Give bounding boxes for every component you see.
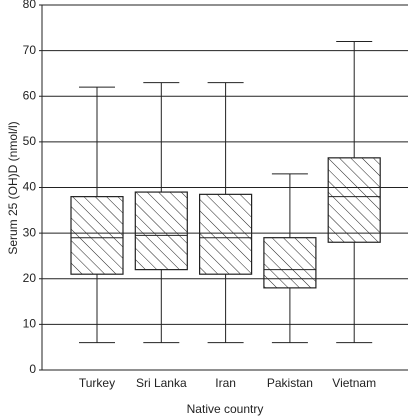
x-tick-label: Sri Lanka xyxy=(136,376,187,390)
x-tick-label: Pakistan xyxy=(267,376,313,390)
y-tick-label: 80 xyxy=(23,0,37,11)
y-tick-label: 60 xyxy=(23,88,37,102)
y-tick-label: 50 xyxy=(23,134,37,148)
y-tick-label: 30 xyxy=(23,225,37,239)
box xyxy=(70,196,124,275)
y-tick-label: 10 xyxy=(23,317,37,331)
x-tick-label: Turkey xyxy=(79,376,115,390)
x-tick-label: Vietnam xyxy=(332,376,376,390)
box xyxy=(263,237,317,289)
y-tick-label: 0 xyxy=(29,362,36,376)
y-tick-label: 40 xyxy=(23,180,37,194)
x-tick-label: Iran xyxy=(215,376,236,390)
y-axis-label: Serum 25 (OH)D (nmol/l) xyxy=(6,121,20,254)
y-tick-label: 20 xyxy=(23,271,37,285)
box xyxy=(327,157,381,243)
box xyxy=(134,191,188,271)
box xyxy=(199,193,253,275)
y-tick-label: 70 xyxy=(23,43,37,57)
x-axis-label: Native country xyxy=(187,402,264,416)
